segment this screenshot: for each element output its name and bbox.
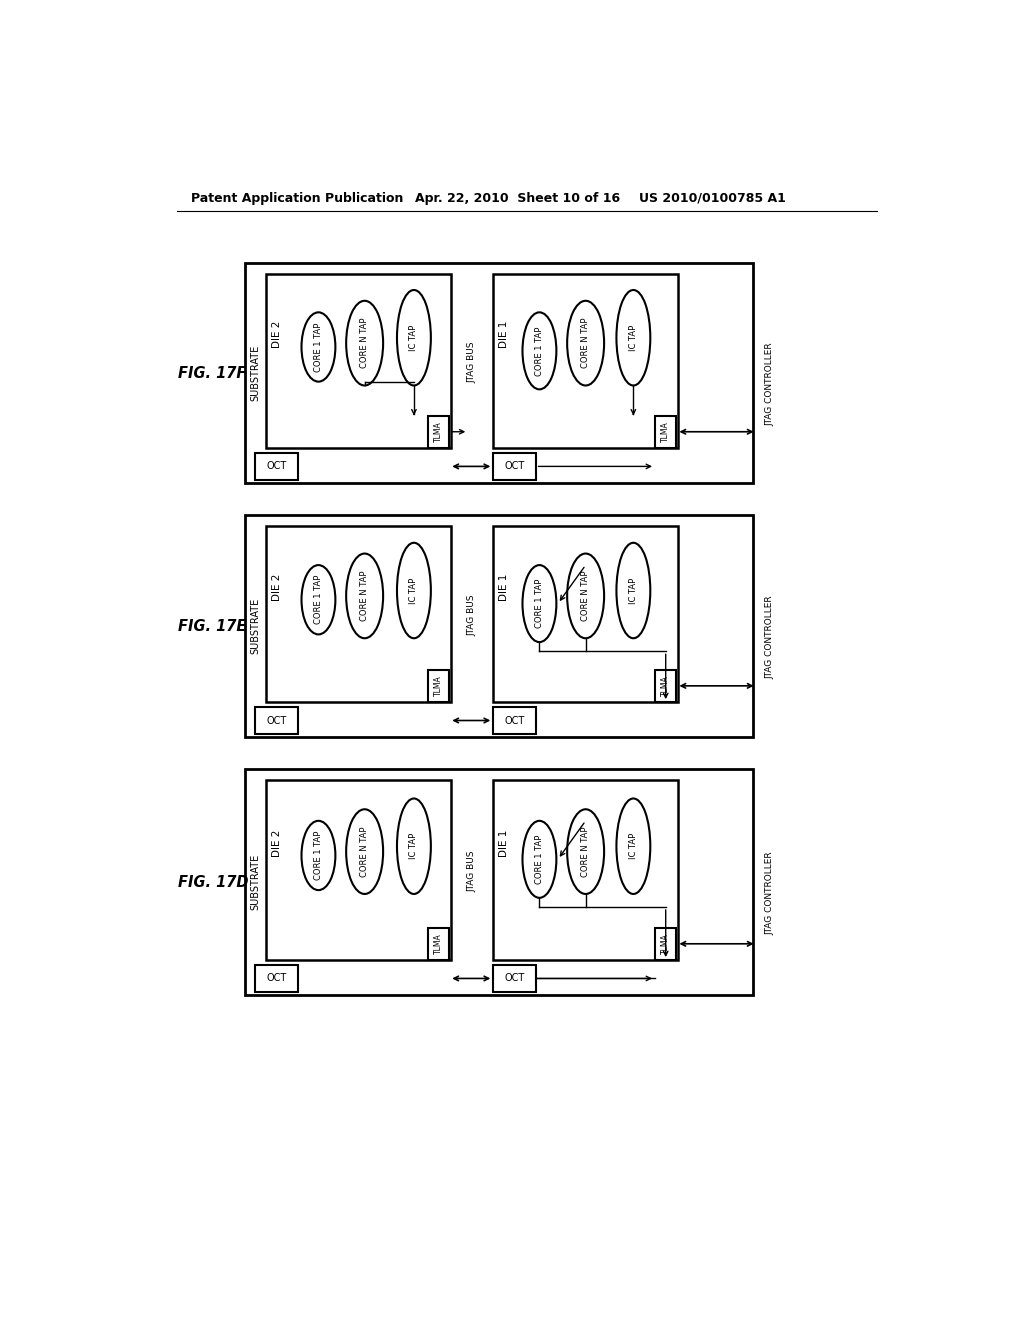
Text: FIG. 17E: FIG. 17E bbox=[178, 619, 247, 634]
Ellipse shape bbox=[397, 799, 431, 894]
Text: FIG. 17D: FIG. 17D bbox=[178, 875, 249, 890]
Ellipse shape bbox=[567, 553, 604, 639]
Text: IC TAP: IC TAP bbox=[410, 577, 419, 603]
Text: DIE 1: DIE 1 bbox=[499, 829, 509, 857]
Ellipse shape bbox=[346, 553, 383, 639]
Bar bbox=[266, 275, 451, 447]
Text: TLMA: TLMA bbox=[662, 933, 671, 954]
Text: CORE N TAP: CORE N TAP bbox=[582, 318, 590, 368]
Bar bbox=[245, 515, 753, 738]
Text: CORE 1 TAP: CORE 1 TAP bbox=[314, 576, 323, 624]
Text: IC TAP: IC TAP bbox=[629, 577, 638, 603]
Ellipse shape bbox=[522, 821, 556, 898]
Text: OCT: OCT bbox=[266, 462, 287, 471]
Text: TLMA: TLMA bbox=[662, 676, 671, 696]
Ellipse shape bbox=[346, 809, 383, 894]
Bar bbox=[494, 780, 678, 960]
Ellipse shape bbox=[522, 565, 556, 642]
Text: DIE 1: DIE 1 bbox=[499, 321, 509, 348]
Text: TLMA: TLMA bbox=[662, 421, 671, 442]
Text: SUBSTRATE: SUBSTRATE bbox=[250, 598, 260, 655]
Text: CORE 1 TAP: CORE 1 TAP bbox=[314, 830, 323, 880]
Text: TLMA: TLMA bbox=[434, 421, 443, 442]
Text: TLMA: TLMA bbox=[434, 933, 443, 954]
Text: SUBSTRATE: SUBSTRATE bbox=[250, 854, 260, 911]
Bar bbox=[255, 706, 298, 734]
Bar bbox=[266, 780, 451, 960]
Ellipse shape bbox=[567, 809, 604, 894]
Bar bbox=[255, 965, 298, 993]
Text: JTAG BUS: JTAG BUS bbox=[468, 594, 476, 636]
Text: OCT: OCT bbox=[504, 715, 524, 726]
Ellipse shape bbox=[616, 290, 650, 385]
Text: SUBSTRATE: SUBSTRATE bbox=[250, 345, 260, 401]
Text: DIE 2: DIE 2 bbox=[271, 574, 282, 601]
Text: CORE N TAP: CORE N TAP bbox=[582, 826, 590, 876]
Text: CORE N TAP: CORE N TAP bbox=[360, 826, 369, 876]
Text: JTAG CONTROLLER: JTAG CONTROLLER bbox=[765, 595, 774, 678]
Text: CORE 1 TAP: CORE 1 TAP bbox=[314, 322, 323, 372]
Text: DIE 2: DIE 2 bbox=[271, 321, 282, 348]
Bar bbox=[655, 928, 677, 960]
Ellipse shape bbox=[567, 301, 604, 385]
Bar bbox=[245, 263, 753, 483]
Text: CORE 1 TAP: CORE 1 TAP bbox=[535, 326, 544, 375]
Ellipse shape bbox=[397, 543, 431, 639]
Bar bbox=[428, 416, 450, 447]
Text: DIE 2: DIE 2 bbox=[271, 829, 282, 857]
Text: CORE 1 TAP: CORE 1 TAP bbox=[535, 834, 544, 884]
Ellipse shape bbox=[301, 313, 336, 381]
Text: IC TAP: IC TAP bbox=[629, 833, 638, 859]
Ellipse shape bbox=[301, 821, 336, 890]
Text: Patent Application Publication: Patent Application Publication bbox=[190, 191, 403, 205]
Text: CORE N TAP: CORE N TAP bbox=[360, 318, 369, 368]
Text: CORE N TAP: CORE N TAP bbox=[360, 570, 369, 622]
Text: TLMA: TLMA bbox=[434, 676, 443, 696]
Ellipse shape bbox=[616, 799, 650, 894]
Text: JTAG CONTROLLER: JTAG CONTROLLER bbox=[765, 851, 774, 936]
Bar bbox=[494, 525, 678, 702]
Text: OCT: OCT bbox=[504, 462, 524, 471]
Bar bbox=[494, 965, 536, 993]
Text: Apr. 22, 2010  Sheet 10 of 16: Apr. 22, 2010 Sheet 10 of 16 bbox=[416, 191, 621, 205]
Text: JTAG CONTROLLER: JTAG CONTROLLER bbox=[765, 342, 774, 426]
Ellipse shape bbox=[397, 290, 431, 385]
Text: CORE 1 TAP: CORE 1 TAP bbox=[535, 579, 544, 628]
Text: JTAG BUS: JTAG BUS bbox=[468, 850, 476, 891]
Text: OCT: OCT bbox=[504, 973, 524, 983]
Bar bbox=[428, 669, 450, 702]
Text: IC TAP: IC TAP bbox=[410, 325, 419, 351]
Ellipse shape bbox=[616, 543, 650, 639]
Text: DIE 1: DIE 1 bbox=[499, 574, 509, 601]
Bar bbox=[428, 928, 450, 960]
Text: US 2010/0100785 A1: US 2010/0100785 A1 bbox=[639, 191, 785, 205]
Bar bbox=[494, 453, 536, 480]
Bar bbox=[266, 525, 451, 702]
Ellipse shape bbox=[522, 313, 556, 389]
Text: FIG. 17F: FIG. 17F bbox=[178, 366, 247, 380]
Text: IC TAP: IC TAP bbox=[629, 325, 638, 351]
Ellipse shape bbox=[301, 565, 336, 635]
Ellipse shape bbox=[346, 301, 383, 385]
Text: OCT: OCT bbox=[266, 715, 287, 726]
Bar bbox=[655, 669, 677, 702]
Text: IC TAP: IC TAP bbox=[410, 833, 419, 859]
Text: JTAG BUS: JTAG BUS bbox=[468, 342, 476, 383]
Bar bbox=[494, 275, 678, 447]
Bar bbox=[245, 770, 753, 995]
Bar bbox=[255, 453, 298, 480]
Bar bbox=[494, 706, 536, 734]
Bar bbox=[655, 416, 677, 447]
Text: OCT: OCT bbox=[266, 973, 287, 983]
Text: CORE N TAP: CORE N TAP bbox=[582, 570, 590, 622]
